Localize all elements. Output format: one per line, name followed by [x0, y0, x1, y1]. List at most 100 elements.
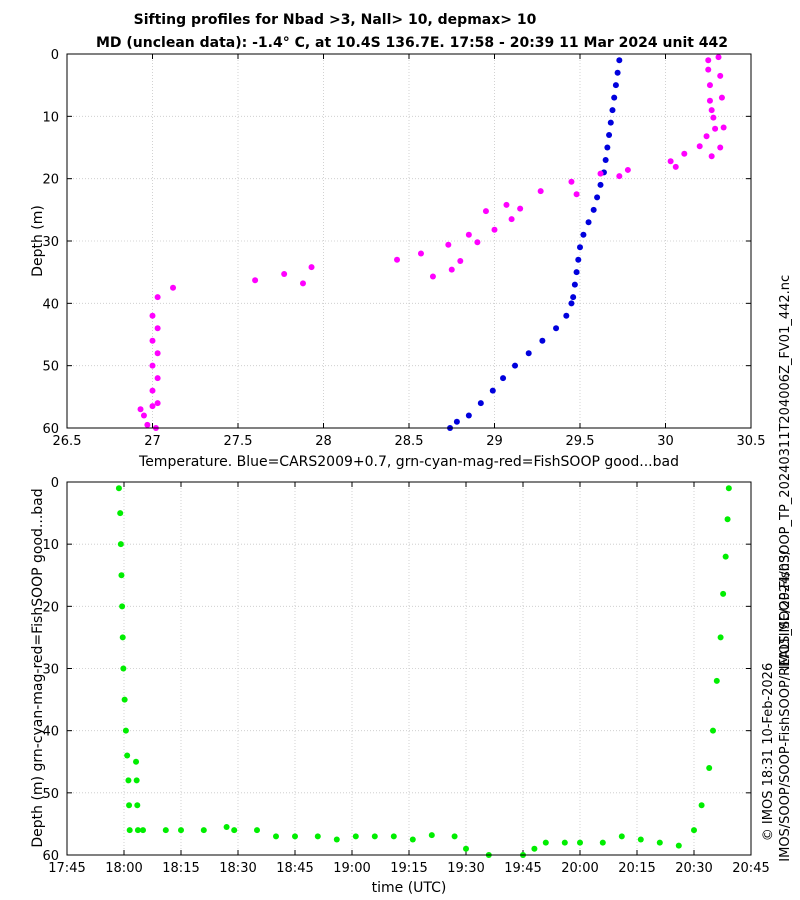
data-point	[568, 300, 575, 307]
data-point	[597, 170, 604, 177]
data-point	[525, 350, 532, 357]
x-tick-label: 20:30	[675, 861, 712, 876]
data-point	[273, 833, 279, 840]
data-point	[542, 839, 549, 846]
y-tick-label: 50	[42, 360, 59, 375]
data-point	[126, 802, 133, 809]
data-point	[537, 188, 544, 195]
data-point	[590, 206, 597, 213]
data-point	[457, 257, 464, 264]
data-point	[667, 158, 674, 165]
x-tick-label: 26.5	[53, 434, 82, 449]
data-point	[254, 827, 260, 834]
data-point	[717, 144, 724, 151]
data-point	[503, 201, 510, 208]
title-line-2: MD (unclean data): -1.4° C, at 10.4S 136…	[96, 35, 728, 51]
data-point	[512, 362, 519, 369]
x-tick-label: 28.5	[395, 434, 424, 449]
data-point	[672, 163, 679, 170]
data-point	[352, 833, 359, 840]
data-point	[154, 350, 161, 357]
data-point	[390, 833, 397, 840]
title-line-1: Sifting profiles for Nbad >3, Nall> 10, …	[134, 12, 537, 28]
data-point	[599, 839, 606, 846]
data-point	[119, 634, 126, 641]
data-point	[149, 312, 156, 319]
data-point	[604, 144, 611, 151]
data-point	[710, 114, 717, 121]
data-point	[126, 827, 133, 834]
axes-frame	[66, 53, 752, 429]
data-point	[717, 72, 724, 79]
side-filename: IMOS_SOOP-FishSOOP_TP_20240311T204006Z_F…	[778, 275, 793, 669]
x-tick-label: 18:00	[105, 861, 142, 876]
data-point	[597, 181, 604, 188]
x-tick-label: 20:15	[618, 861, 655, 876]
data-point	[706, 764, 713, 771]
x-tick-label: 18:15	[162, 861, 199, 876]
data-point	[573, 191, 580, 198]
data-point	[594, 194, 601, 201]
data-point	[708, 107, 715, 114]
data-point	[717, 634, 724, 641]
data-point	[118, 572, 125, 579]
data-point	[561, 839, 568, 846]
data-point	[500, 375, 507, 382]
data-point	[200, 827, 207, 834]
data-point	[696, 143, 703, 150]
temperature-depth-plot: 26.5 27 27.5 28 28.5 29 29.5 30 30.5 0 10 20 30 40 50 6…	[30, 48, 765, 470]
data-point	[612, 82, 619, 89]
data-point	[710, 727, 716, 734]
data-point	[577, 244, 583, 251]
data-point	[154, 325, 161, 332]
data-point	[445, 241, 452, 248]
data-point	[252, 277, 259, 284]
data-point	[149, 387, 156, 394]
x-tick-label: 19:30	[447, 861, 484, 876]
data-point	[134, 802, 141, 809]
data-point	[117, 510, 124, 517]
data-point	[698, 802, 705, 809]
data-point	[465, 231, 472, 238]
x-axis-label: time (UTC)	[372, 880, 447, 896]
data-point	[178, 827, 184, 834]
data-point	[706, 97, 713, 104]
data-point	[474, 239, 481, 246]
data-point	[725, 485, 732, 492]
data-point	[609, 107, 616, 114]
data-point	[508, 216, 515, 223]
x-tick-label: 30	[657, 434, 674, 449]
side-credit: © IMOS 18:31 10-Feb-2026	[761, 663, 776, 841]
x-tick-label: 19:15	[390, 861, 427, 876]
x-tick-label: 20:00	[561, 861, 598, 876]
x-tick-label: 19:00	[333, 861, 370, 876]
data-point	[371, 833, 378, 840]
x-tick-label: 27	[144, 434, 161, 449]
data-point	[489, 387, 496, 394]
data-point	[429, 273, 436, 280]
data-point	[133, 777, 140, 784]
data-point	[517, 205, 524, 212]
data-point	[308, 264, 315, 271]
y-tick-label: 60	[42, 849, 59, 864]
data-point	[417, 250, 424, 257]
data-point	[428, 832, 435, 839]
data-point	[491, 226, 498, 233]
data-point	[602, 156, 609, 163]
x-tick-label: 29	[486, 434, 503, 449]
data-point	[119, 603, 126, 610]
y-tick-label: 0	[51, 476, 59, 491]
data-point	[134, 827, 141, 834]
data-point	[715, 54, 722, 61]
data-point	[162, 827, 169, 834]
data-point	[720, 590, 727, 597]
side-path: IMOS/SOOP/SOOP-FishSOOP/REALTIME/2024/03…	[778, 550, 793, 862]
data-point	[705, 57, 712, 64]
data-point	[531, 845, 538, 852]
data-point	[607, 119, 614, 126]
data-point	[691, 827, 697, 834]
y-axis-label: Depth (m) grn-cyan-mag-red=FishSOOP good…	[30, 488, 46, 847]
data-point	[585, 219, 592, 226]
data-point	[223, 824, 230, 831]
x-tick-label: 18:45	[276, 861, 313, 876]
